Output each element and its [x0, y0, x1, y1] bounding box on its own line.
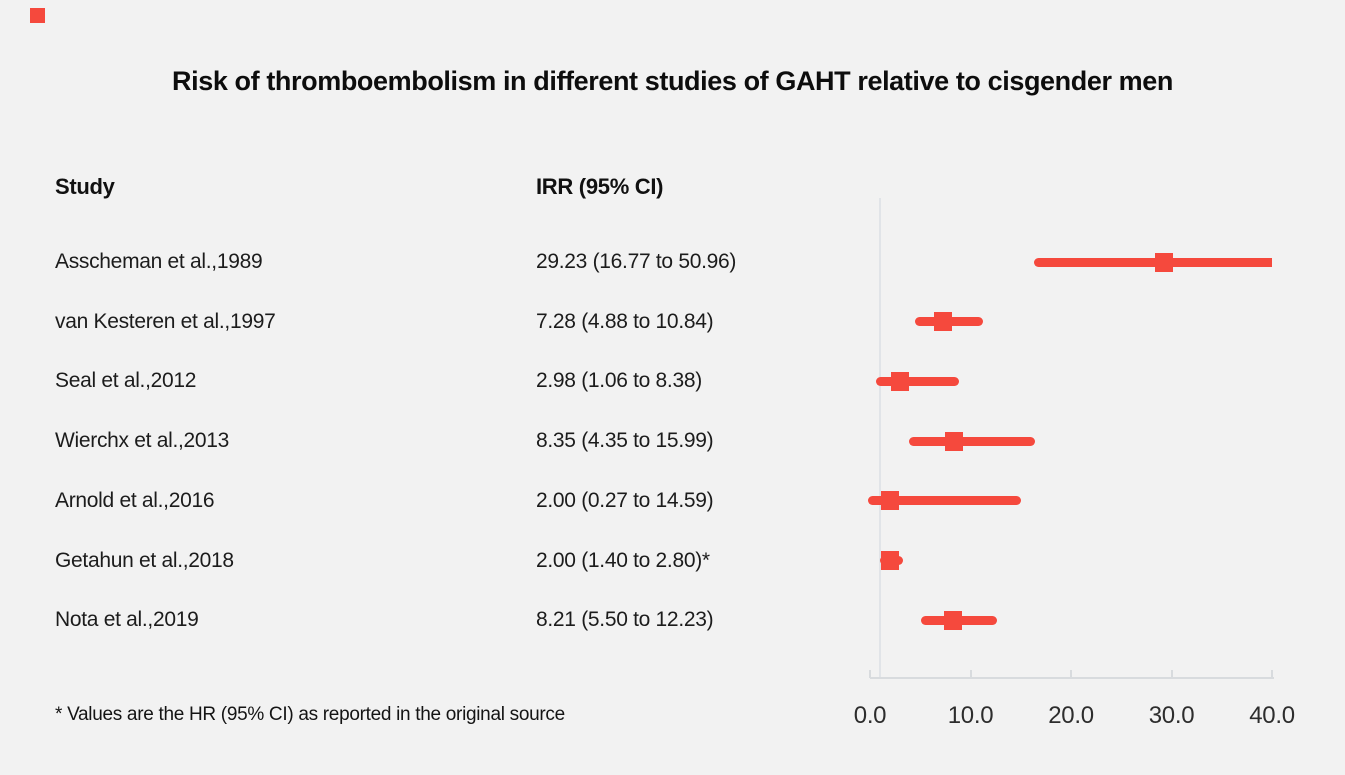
irr-value: 2.00 (0.27 to 14.59)	[536, 488, 714, 512]
study-label: Nota et al.,2019	[55, 608, 199, 632]
point-marker	[943, 610, 962, 630]
irr-value: 8.21 (5.50 to 12.23)	[536, 608, 714, 632]
point-marker	[934, 312, 953, 332]
study-label: Seal et al.,2012	[55, 369, 197, 393]
irr-value: 29.23 (16.77 to 50.96)	[536, 250, 737, 273]
reference-line	[879, 198, 882, 678]
x-axis-tick	[1170, 670, 1173, 678]
study-label: Wierchx et al.,2013	[55, 429, 230, 453]
x-axis-tick	[869, 670, 871, 678]
x-axis-tick-label: 10.0	[947, 702, 994, 729]
column-header-study: Study	[55, 174, 115, 199]
point-marker	[881, 551, 900, 570]
irr-value: 2.00 (1.40 to 2.80)*	[536, 548, 710, 572]
point-marker	[1154, 252, 1173, 272]
ci-bar	[876, 376, 959, 386]
x-axis-tick-label: 0.0	[853, 702, 887, 729]
ci-bar	[1034, 257, 1272, 267]
x-axis-tick-label: 30.0	[1148, 702, 1195, 729]
point-marker	[890, 371, 909, 391]
irr-value: 2.98 (1.06 to 8.38)	[536, 369, 702, 393]
x-axis-tick	[1271, 670, 1273, 678]
x-axis-tick-label: 40.0	[1249, 702, 1295, 729]
x-axis-tick	[1070, 670, 1072, 678]
x-axis-tick-label: 20.0	[1048, 702, 1094, 729]
study-label: Arnold et al.,2016	[55, 488, 215, 512]
irr-value: 7.28 (4.88 to 10.84)	[536, 309, 714, 333]
point-marker	[944, 431, 963, 451]
study-label: van Kesteren et al.,1997	[55, 309, 276, 333]
x-axis-baseline	[870, 677, 1274, 679]
study-label: Asscheman et al.,1989	[55, 250, 263, 273]
irr-value: 8.35 (4.35 to 15.99)	[536, 429, 714, 453]
point-marker	[881, 491, 900, 511]
chart-title: Risk of thromboembolism in different stu…	[172, 66, 1173, 96]
brand-square-icon	[30, 8, 45, 23]
footnote: * Values are the HR (95% CI) as reported…	[55, 704, 565, 725]
ci-bar	[868, 496, 1022, 506]
ci-bar	[909, 436, 1036, 446]
column-header-irr: IRR (95% CI)	[536, 174, 664, 199]
study-label: Getahun et al.,2018	[55, 548, 234, 572]
x-axis-tick	[969, 670, 972, 678]
